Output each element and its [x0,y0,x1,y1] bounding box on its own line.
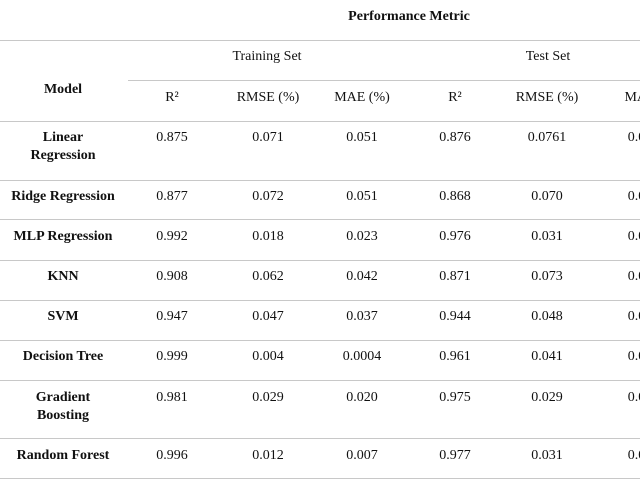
table-value: 0.981 [156,390,188,405]
table-value: 0.944 [439,309,471,324]
rule [0,121,640,122]
column-header: R² [165,90,179,105]
table-value: 0.01 [627,448,640,463]
group-header: Training Set [232,49,302,64]
table-value: 0.072 [252,189,284,204]
table-value: 0.062 [252,269,284,284]
table-value: 0.051 [346,130,378,145]
table-value: 0.042 [346,269,378,284]
table-value: 0.999 [156,349,188,364]
table-value: 0.877 [156,189,188,204]
table-value: 0.048 [531,309,563,324]
rule [0,40,640,41]
table-value: 0.070 [531,189,563,204]
table-value: 0.876 [439,130,471,145]
table-value: 0.037 [346,309,378,324]
rule [0,300,640,301]
rule [0,219,640,220]
table-value: 0.01 [627,229,640,244]
table-value: 0.029 [252,390,284,405]
table-value: 0.05 [627,189,640,204]
table-value: 0.031 [531,229,563,244]
table-value: 0.868 [439,189,471,204]
table-value: 0.029 [531,390,563,405]
table-value: 0.975 [439,390,471,405]
table-value: 0.871 [439,269,471,284]
rule [0,180,640,181]
group-header: Test Set [525,49,571,64]
table-value: 0.023 [346,229,378,244]
model-name: Ridge Regression [11,189,115,204]
table-value: 0.0004 [342,349,382,364]
model-name: Decision Tree [22,349,104,364]
rule [0,438,640,439]
model-name: Gradient Boosting [35,390,91,423]
table-value: 0.02 [627,390,640,405]
table-value: 0.018 [252,229,284,244]
table-value: 0.992 [156,229,188,244]
table-value: 0.05 [627,269,640,284]
table-value: 0.020 [346,390,378,405]
model-name: Random Forest [16,448,110,463]
table-value: 0.908 [156,269,188,284]
rule [0,340,640,341]
table-value: 0.071 [252,130,284,145]
table-value: 0.977 [439,448,471,463]
table-value: 0.976 [439,229,471,244]
table-value: 0.996 [156,448,188,463]
rule [0,380,640,381]
column-header: Model [43,82,83,97]
model-name: Linear Regression [30,130,96,163]
column-header: RMSE (%) [236,90,300,105]
table-value: 0.031 [531,448,563,463]
table-value: 0.961 [439,349,471,364]
rule [0,260,640,261]
table-value: 0.875 [156,130,188,145]
column-header: RMSE (%) [515,90,579,105]
rule [0,478,640,479]
table-value: 0.007 [346,448,378,463]
column-header: MAE [624,90,640,105]
column-header: MAE (%) [334,90,390,105]
table-value: 0.041 [531,349,563,364]
model-name: KNN [47,269,79,284]
model-name: MLP Regression [13,229,113,244]
table-value: 0.947 [156,309,188,324]
table-value: 0.02 [627,349,640,364]
table-value: 0.05 [627,130,640,145]
rule [128,80,640,81]
table-value: 0.047 [252,309,284,324]
column-header: R² [448,90,462,105]
table-value: 0.073 [531,269,563,284]
table-value: 0.012 [252,448,284,463]
model-name: SVM [47,309,79,324]
table-value: 0.004 [252,349,284,364]
table-value: 0.051 [346,189,378,204]
table-title: Performance Metric [348,9,470,24]
table-value: 0.03 [627,309,640,324]
table-value: 0.0761 [527,130,567,145]
